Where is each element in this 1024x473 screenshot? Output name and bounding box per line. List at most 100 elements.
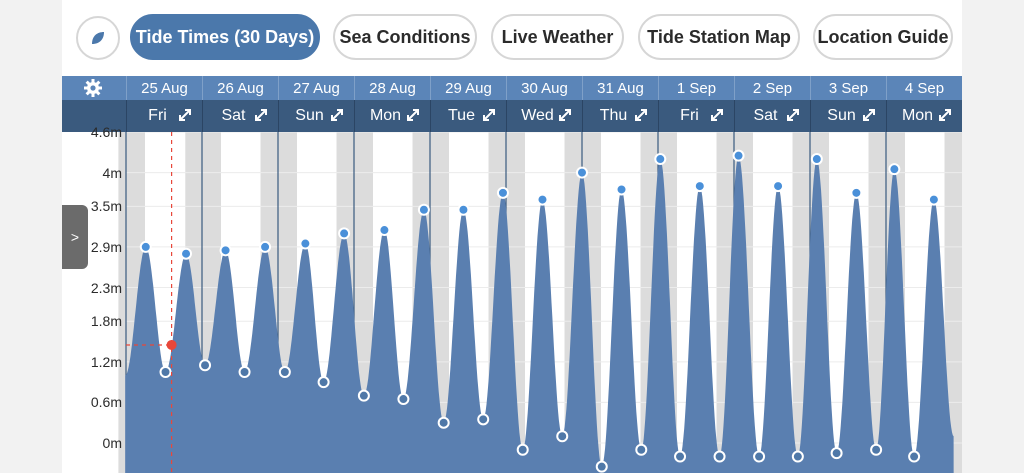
app-frame: Tide Times (30 Days) Sea Conditions Live… [62,0,962,473]
low-tide-point [830,447,843,460]
y-tick-label: 1.8m [90,313,122,330]
day-cell[interactable]: Sun [278,100,354,132]
y-tick-label: 4.6m [90,124,122,140]
high-tide-point [888,163,901,176]
low-tide-point [753,450,766,463]
day-cell[interactable]: Mon [354,100,430,132]
y-tick-label: 0.6m [90,394,122,411]
date-cell: 29 Aug [430,76,506,100]
weekday-label: Sat [221,107,246,124]
settings-button[interactable] [62,76,124,100]
y-tick-label: 4m [102,164,122,181]
high-tide-point [496,186,509,199]
low-tide-point [397,393,410,406]
expand-icon[interactable] [482,108,496,122]
low-tide-point [357,389,370,402]
low-tide-point [199,359,212,372]
tab-tide-station-map[interactable]: Tide Station Map [638,14,800,60]
day-cell[interactable]: Sat [202,100,278,132]
tide-chart-svg[interactable] [62,131,962,473]
high-tide-point [457,203,470,216]
date-cell: 27 Aug [278,76,354,100]
date-header: 25 Aug 26 Aug 27 Aug 28 Aug 29 Aug 30 Aug 31 A… [62,76,962,100]
low-tide-point [238,366,251,379]
compass-leaf-icon [92,32,104,44]
y-tick-label: 3.5m [90,198,122,215]
low-tide-point [635,443,648,456]
y-tick-label: 1.2m [90,353,122,370]
tab-sea-conditions[interactable]: Sea Conditions [333,14,477,60]
day-cell[interactable]: Sat [734,100,810,132]
compass-button[interactable] [76,16,120,60]
low-tide-point [595,460,608,473]
weekday-label: Mon [369,107,402,124]
day-cell[interactable]: Wed [506,100,582,132]
day-cell[interactable]: Mon [886,100,962,132]
low-tide-point [791,450,804,463]
expand-icon[interactable] [634,108,648,122]
high-tide-point [299,237,312,250]
day-cell[interactable]: Sun [810,100,886,132]
high-tide-point [576,166,588,179]
weekday-label: Sat [753,107,778,124]
weekday-label: Fri [148,107,167,124]
day-cell[interactable]: Fri [658,100,734,132]
date-cell: 4 Sep [886,76,962,100]
tab-location-guide[interactable]: Location Guide [813,14,953,60]
tab-tide-times[interactable]: Tide Times (30 Days) [130,14,320,60]
high-tide-point [732,149,745,162]
expand-icon[interactable] [862,108,876,122]
y-tick-label: 2.9m [90,238,122,255]
day-cell[interactable]: Fri [126,100,202,132]
gear-icon [84,79,102,97]
high-tide-point [927,193,940,206]
expand-icon[interactable] [558,108,572,122]
expand-icon[interactable] [406,108,420,122]
low-tide-point [437,416,450,429]
night-band [944,132,962,473]
high-tide-point [615,183,628,196]
side-panel-toggle[interactable]: > [62,205,88,269]
low-tide-point [278,366,291,379]
expand-icon[interactable] [178,108,192,122]
low-tide-point [556,430,569,443]
high-tide-point [378,224,391,237]
y-tick-label: 2.3m [90,279,122,296]
tide-chart[interactable]: 4.6m 4m 3.5m 2.9m 2.3m 1.8m 1.2m 0.6m 0m [62,124,962,473]
low-tide-point [674,450,687,463]
y-tick-label: 0m [102,435,122,451]
weekday-label: Tue [448,107,475,124]
day-cell[interactable]: Thu [582,100,658,132]
high-tide-point [259,240,272,253]
high-tide-point [139,240,152,253]
tab-live-weather[interactable]: Live Weather [491,14,624,60]
expand-icon[interactable] [254,108,268,122]
expand-icon[interactable] [938,108,952,122]
low-tide-point [870,443,883,456]
high-tide-point [772,180,785,193]
low-tide-point [317,376,330,389]
low-tide-point [516,443,529,456]
high-tide-point [338,227,351,240]
high-tide-point [850,186,863,199]
expand-icon[interactable] [330,108,344,122]
high-tide-point [417,203,430,216]
day-cell[interactable]: Tue [430,100,506,132]
expand-icon[interactable] [786,108,800,122]
date-cell: 25 Aug [126,76,202,100]
low-tide-point [477,413,490,426]
high-tide-point [810,153,823,166]
weekday-label: Wed [521,107,554,124]
weekday-label: Sun [827,107,856,124]
low-tide-point [713,450,726,463]
top-nav: Tide Times (30 Days) Sea Conditions Live… [62,0,962,76]
expand-icon[interactable] [710,108,724,122]
cursor-point [166,339,177,350]
tide-area [125,155,954,473]
low-tide-point [908,450,921,463]
date-cell: 28 Aug [354,76,430,100]
high-tide-point [693,180,706,193]
date-cell: 1 Sep [658,76,734,100]
weekday-label: Mon [901,107,934,124]
date-cell: 31 Aug [582,76,658,100]
